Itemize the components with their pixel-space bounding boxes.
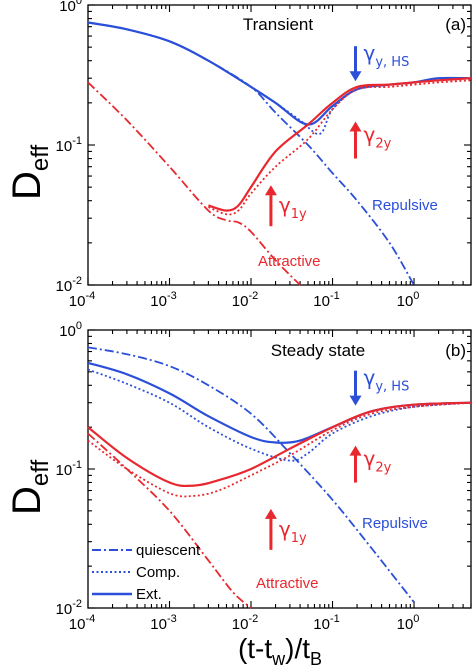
annotation-label-g2y: γ2y (364, 123, 392, 152)
annotations-a: γy, HS γ2y γ1y (264, 41, 410, 227)
plot-frame-a (87, 4, 472, 286)
y-tick-label: 10-2 (56, 275, 82, 295)
x-tick-label: 100 (397, 613, 420, 633)
series-line-blue-dotted (87, 21, 472, 135)
repulsive-label-b: Repulsive (362, 515, 428, 532)
panel-label-b: (b) (445, 341, 466, 360)
panel-label-a: (a) (445, 15, 466, 34)
panel-a: 10-2 10-1 100 10-4 10-3 10-2 10-1 100 Transien… (5, 0, 472, 310)
annotation-g2y: γ2y (349, 445, 392, 483)
arrow-head (264, 508, 277, 519)
series-group-b (87, 346, 472, 609)
series-line-red-solid (87, 401, 472, 488)
x-axis-ticks-a: 10-4 10-3 10-2 10-1 100 (69, 5, 472, 310)
legend-label-quiescent: quiescent (136, 542, 201, 559)
arrow-head (349, 71, 362, 82)
x-tick-label: 10-3 (150, 290, 176, 310)
series-line-red-dashdot (87, 432, 252, 609)
panel-title-b: Steady state (271, 341, 366, 360)
series-group-a (87, 21, 472, 286)
series-line-red-dotted (87, 401, 472, 498)
panel-title-a: Transient (243, 15, 314, 34)
arrow-head (349, 445, 362, 456)
x-axis-label: (t-tw)/tB (238, 633, 322, 669)
annotation-label-gy_hs: γy, HS (364, 366, 410, 395)
x-tick-label: 10-4 (69, 613, 95, 633)
arrow-head (349, 395, 362, 406)
repulsive-label-a: Repulsive (372, 197, 438, 214)
legend-label-ext: Ext. (136, 586, 162, 603)
y-tick-label: 100 (59, 0, 82, 15)
legend: quiescent Comp. Ext. (92, 542, 201, 603)
annotation-label-gy_hs: γy, HS (364, 41, 410, 70)
panel-b: 10-2 10-1 100 10-4 10-3 10-2 10-1 100 Steady s… (5, 320, 472, 669)
series-line-red-dotted (208, 79, 472, 216)
x-tick-label: 10-1 (313, 290, 339, 310)
annotation-gy_hs: γy, HS (349, 366, 410, 406)
attractive-label-b: Attractive (256, 575, 319, 592)
x-tick-label: 10-4 (69, 290, 95, 310)
y-axis-ticks-b: 10-2 10-1 100 (56, 320, 471, 618)
y-tick-label: 10-1 (56, 135, 82, 155)
annotation-label-g1y: γ1y (279, 517, 307, 546)
y-tick-label: 10-2 (56, 598, 82, 618)
annotation-label-g1y: γ1y (279, 193, 307, 222)
annotation-g1y: γ1y (264, 185, 307, 227)
series-line-blue-dotted (87, 368, 472, 462)
annotation-label-g2y: γ2y (364, 447, 392, 476)
x-tick-label: 10-3 (150, 613, 176, 633)
x-tick-label: 10-1 (313, 613, 339, 633)
x-tick-label: 100 (397, 290, 420, 310)
series-line-red-solid (208, 77, 472, 212)
x-axis-ticks-b: 10-4 10-3 10-2 10-1 100 (69, 330, 472, 633)
annotation-g1y: γ1y (264, 508, 307, 550)
series-line-red-dashdot (87, 81, 301, 286)
arrow-head (349, 121, 362, 132)
annotations-b: γy, HS γ2y γ1y (264, 366, 410, 550)
y-axis-label-a: Deff (5, 145, 54, 200)
y-tick-label: 100 (59, 320, 82, 340)
y-axis-label-b: Deff (5, 460, 54, 515)
y-axis-ticks-a: 10-2 10-1 100 (56, 0, 471, 295)
series-line-blue-solid (87, 21, 472, 126)
legend-label-comp: Comp. (136, 564, 180, 581)
series-line-blue-dashdot (87, 346, 415, 603)
x-tick-label: 10-2 (232, 613, 258, 633)
x-tick-label: 10-2 (232, 290, 258, 310)
annotation-g2y: γ2y (349, 121, 392, 159)
y-tick-label: 10-1 (56, 459, 82, 479)
series-line-blue-solid (87, 361, 472, 444)
attractive-label-a: Attractive (258, 253, 321, 270)
annotation-gy_hs: γy, HS (349, 41, 410, 82)
arrow-head (264, 185, 277, 196)
